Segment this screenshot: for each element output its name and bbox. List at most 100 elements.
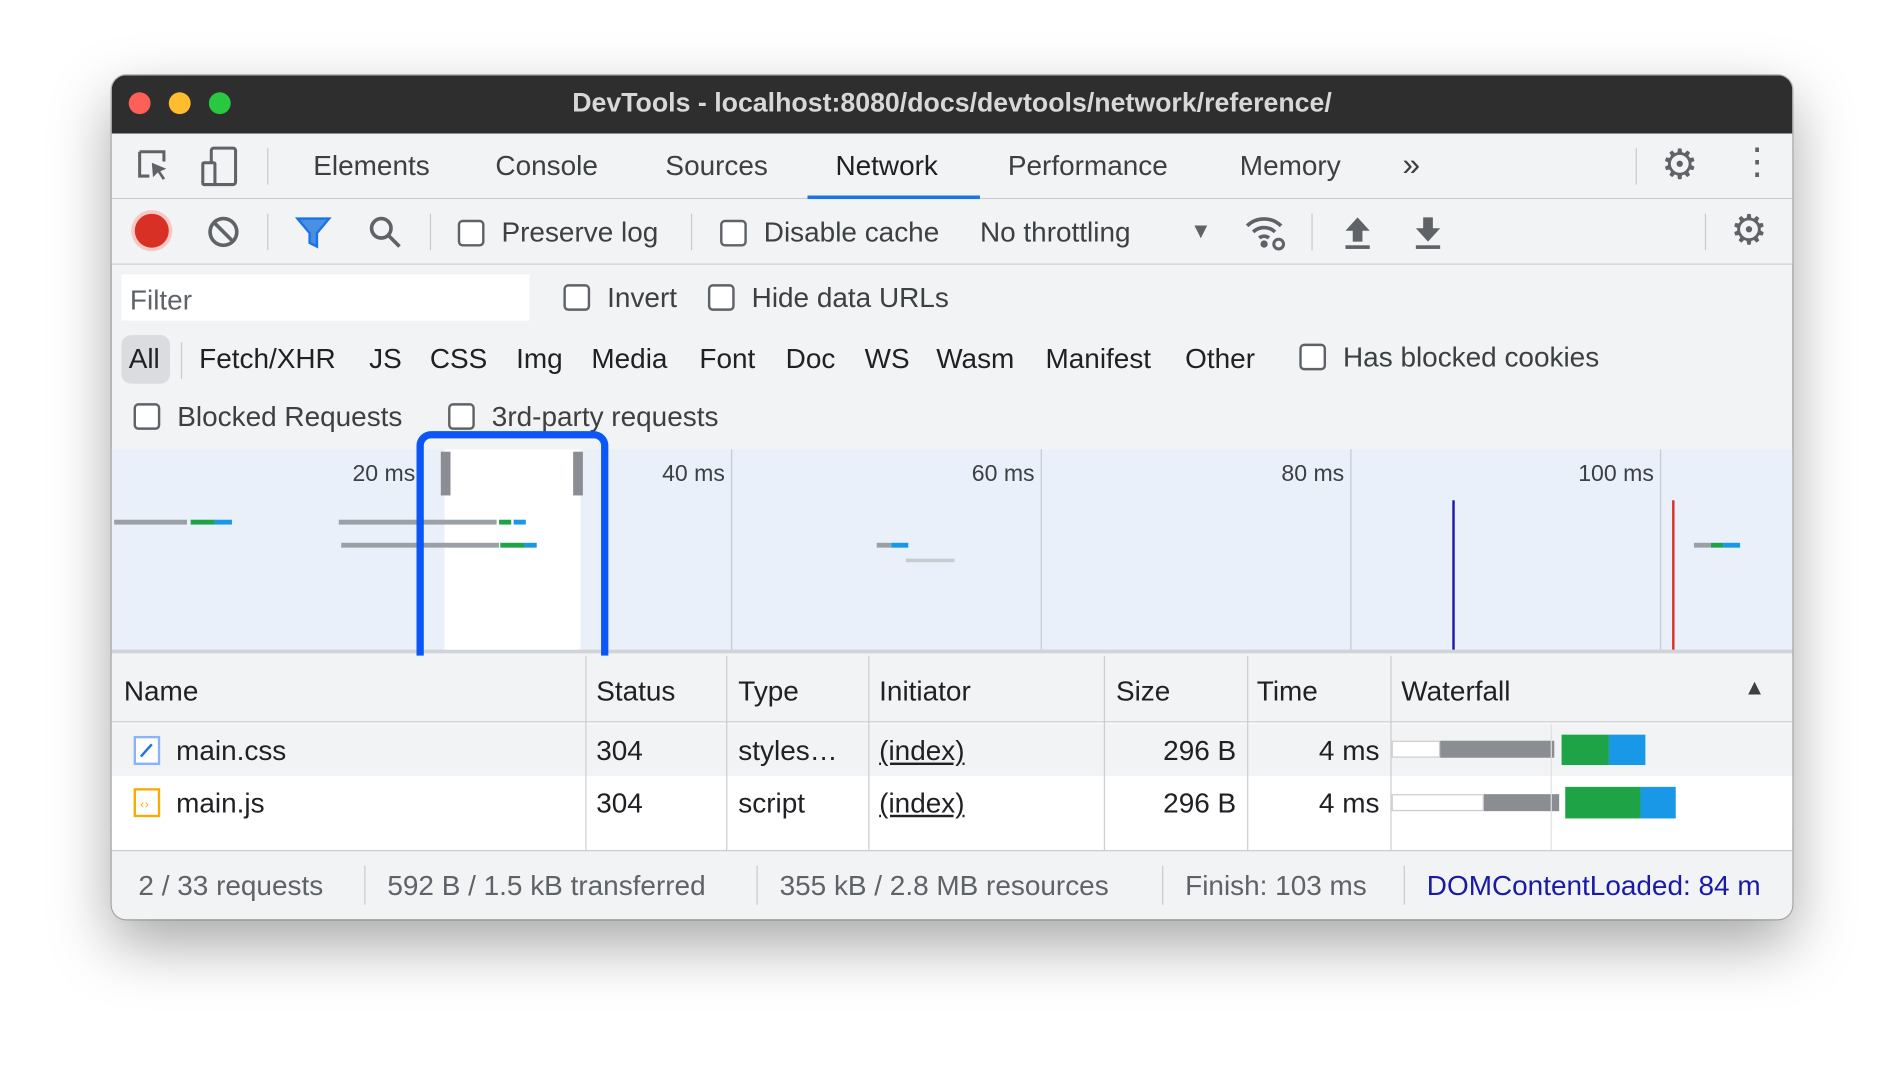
selection-left-handle[interactable]: [440, 451, 451, 496]
type-filter-wasm[interactable]: Wasm: [936, 342, 1015, 375]
filter-input[interactable]: Filter: [121, 274, 530, 321]
divider: [429, 213, 432, 251]
more-options-icon[interactable]: ⋮: [1738, 142, 1776, 183]
third-party-requests-checkbox[interactable]: [448, 403, 475, 430]
sort-ascending-icon[interactable]: ▲: [1743, 675, 1766, 700]
dom-content-loaded-time: DOMContentLoaded: 84 m: [1426, 869, 1761, 902]
column-header-size[interactable]: Size: [1115, 675, 1171, 707]
active-tab-indicator: [807, 195, 980, 200]
overview-request-bar: [500, 542, 525, 548]
column-divider[interactable]: [585, 655, 587, 851]
tab-memory[interactable]: Memory: [1239, 149, 1341, 181]
divider: [1403, 865, 1405, 905]
has-blocked-cookies-checkbox[interactable]: [1299, 343, 1327, 371]
type-filter-css[interactable]: CSS: [429, 342, 488, 375]
type-filter-doc[interactable]: Doc: [785, 342, 836, 375]
overview-request-bar: [214, 519, 232, 525]
column-divider[interactable]: [1103, 655, 1106, 851]
blocked-requests-checkbox[interactable]: [133, 403, 161, 430]
column-header-initiator[interactable]: Initiator: [879, 675, 971, 707]
column-divider[interactable]: [1247, 655, 1249, 851]
preserve-log-checkbox[interactable]: [457, 219, 485, 247]
invert-checkbox[interactable]: [563, 284, 591, 311]
minimize-window-button[interactable]: [168, 92, 191, 115]
waterfall-waiting: [1483, 794, 1560, 812]
column-header-name[interactable]: Name: [123, 675, 199, 707]
type-filter-img[interactable]: Img: [516, 342, 563, 375]
divider: [267, 148, 269, 185]
column-divider[interactable]: [1390, 655, 1392, 851]
column-header-status[interactable]: Status: [596, 675, 676, 707]
overview-request-bar: [499, 519, 512, 525]
maximize-window-button[interactable]: [208, 92, 231, 115]
request-size: 296 B: [1163, 786, 1237, 819]
type-filter-all-bg: [121, 335, 171, 384]
record-button[interactable]: [134, 213, 169, 248]
hide-data-urls-checkbox[interactable]: [707, 284, 735, 311]
title-bar: DevTools - localhost:8080/docs/devtools/…: [111, 75, 1793, 134]
request-name[interactable]: main.css: [176, 734, 287, 767]
settings-gear-icon[interactable]: ⚙: [1661, 142, 1699, 189]
network-conditions-icon[interactable]: [1245, 214, 1289, 253]
inspect-element-icon[interactable]: [136, 148, 172, 184]
request-time: 4 ms: [1318, 734, 1380, 767]
disable-cache-checkbox[interactable]: [720, 219, 747, 247]
close-window-button[interactable]: [128, 92, 151, 115]
table-row[interactable]: main.css 304 styles… (index) 296 B 4 ms: [111, 723, 1793, 776]
column-header-waterfall[interactable]: Waterfall: [1401, 675, 1511, 707]
clear-icon[interactable]: [205, 214, 241, 250]
type-filter-media[interactable]: Media: [591, 342, 668, 375]
type-filter-font[interactable]: Font: [699, 342, 756, 375]
waterfall-queueing: [1391, 794, 1484, 812]
type-filter-manifest[interactable]: Manifest: [1045, 342, 1152, 375]
divider: [1162, 865, 1164, 905]
tab-console[interactable]: Console: [495, 149, 598, 181]
tab-performance[interactable]: Performance: [1007, 149, 1168, 181]
network-overview-timeline[interactable]: 20 ms 40 ms 60 ms 80 ms 100 ms: [111, 449, 1793, 654]
invert-label: Invert: [607, 281, 678, 314]
type-filter-all[interactable]: All: [128, 342, 160, 375]
table-row[interactable]: ‹› main.js 304 script (index) 296 B 4 ms: [111, 775, 1793, 829]
chevron-down-icon[interactable]: ▼: [1190, 218, 1212, 243]
export-har-download-icon[interactable]: [1412, 214, 1444, 250]
waterfall-grid-line: [1550, 723, 1552, 851]
filter-placeholder: Filter: [129, 284, 193, 316]
overview-selection-window[interactable]: [444, 449, 581, 650]
tab-sources[interactable]: Sources: [665, 149, 768, 181]
request-type: styles…: [738, 734, 838, 767]
network-settings-gear-icon[interactable]: ⚙: [1730, 207, 1768, 254]
devtools-window: DevTools - localhost:8080/docs/devtools/…: [111, 75, 1793, 920]
search-icon[interactable]: [367, 214, 403, 250]
overview-request-bar: [1710, 542, 1724, 548]
request-initiator-link[interactable]: (index): [879, 734, 965, 767]
import-har-upload-icon[interactable]: [1342, 214, 1374, 250]
type-filter-ws[interactable]: WS: [864, 342, 910, 375]
column-header-type[interactable]: Type: [738, 675, 799, 707]
load-event-marker: [1672, 500, 1675, 650]
transferred-size: 592 B / 1.5 kB transferred: [387, 869, 706, 902]
column-divider[interactable]: [726, 655, 728, 851]
overview-request-bar: [891, 542, 909, 548]
tick-label: 20 ms: [352, 461, 416, 487]
column-header-time[interactable]: Time: [1256, 675, 1318, 707]
filter-icon[interactable]: [294, 214, 333, 250]
request-size: 296 B: [1163, 734, 1237, 767]
grid-line: [1040, 449, 1042, 650]
type-filter-other[interactable]: Other: [1185, 342, 1256, 375]
divider: [1704, 213, 1707, 251]
more-tabs-button[interactable]: »: [1402, 145, 1421, 183]
request-initiator-link[interactable]: (index): [879, 786, 965, 819]
type-filter-js[interactable]: JS: [369, 342, 402, 375]
device-toolbar-icon[interactable]: [199, 146, 240, 187]
tab-elements[interactable]: Elements: [313, 149, 430, 181]
request-status: 304: [596, 734, 643, 767]
column-divider[interactable]: [868, 655, 870, 851]
tab-network[interactable]: Network: [835, 149, 938, 181]
overview-request-bar: [114, 519, 188, 525]
divider: [180, 342, 183, 379]
throttling-select[interactable]: No throttling: [979, 216, 1131, 248]
type-filter-fetch-xhr[interactable]: Fetch/XHR: [199, 342, 336, 375]
divider: [364, 865, 366, 905]
selection-right-handle[interactable]: [573, 451, 583, 496]
request-name[interactable]: main.js: [176, 786, 265, 819]
